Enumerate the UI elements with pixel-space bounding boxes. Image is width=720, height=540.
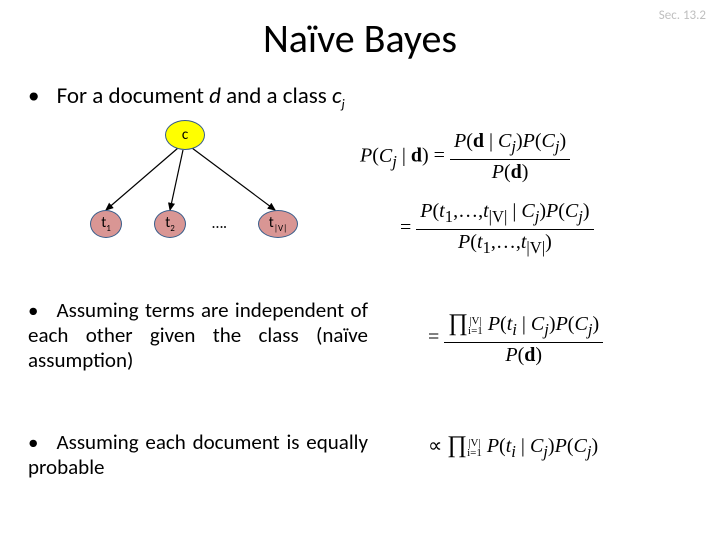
- equation-proportional: ∝ ∏|V|i=1 P(ti | Cj)P(Cj): [428, 432, 598, 462]
- var-c-sub: j: [342, 96, 345, 113]
- equation-independence: = ∏|V|i=1 P(ti | Cj)P(Cj) P(d): [428, 310, 603, 367]
- bullet-document-class: • For a document d and a class cj: [28, 82, 345, 113]
- node-ellipsis: ….: [212, 214, 227, 233]
- var-c: c: [332, 82, 342, 110]
- var-d: d: [209, 82, 221, 110]
- slide-number: Sec. 13.2: [659, 8, 706, 23]
- equation-bayes: P(Cj | d) = P(d | Cj)P(Cj) P(d): [360, 130, 570, 184]
- bullet-independence: •Assuming terms are independent of each …: [28, 298, 368, 372]
- text: and a class: [221, 82, 332, 110]
- bullet-marker: •: [28, 297, 38, 323]
- node-tv: t|V|: [258, 210, 298, 238]
- text: For a document: [57, 82, 209, 110]
- node-class: c: [165, 120, 205, 150]
- page-title: Naïve Bayes: [0, 0, 720, 63]
- node-t1: t1: [90, 210, 122, 238]
- bullet-equiprobable: •Assuming each document is equally proba…: [28, 430, 368, 480]
- node-t2: t2: [154, 210, 186, 238]
- equation-expanded: = P(t1,…,t|V| | Cj)P(Cj) P(t1,…,t|V|): [400, 200, 594, 258]
- bayes-net-diagram: c t1 t2 …. t|V|: [80, 120, 320, 260]
- bullet-marker: •: [28, 82, 39, 110]
- text: Assuming each document is equally probab…: [28, 429, 368, 480]
- text: Assuming terms are independent of each o…: [28, 297, 368, 373]
- bullet-marker: •: [28, 429, 38, 455]
